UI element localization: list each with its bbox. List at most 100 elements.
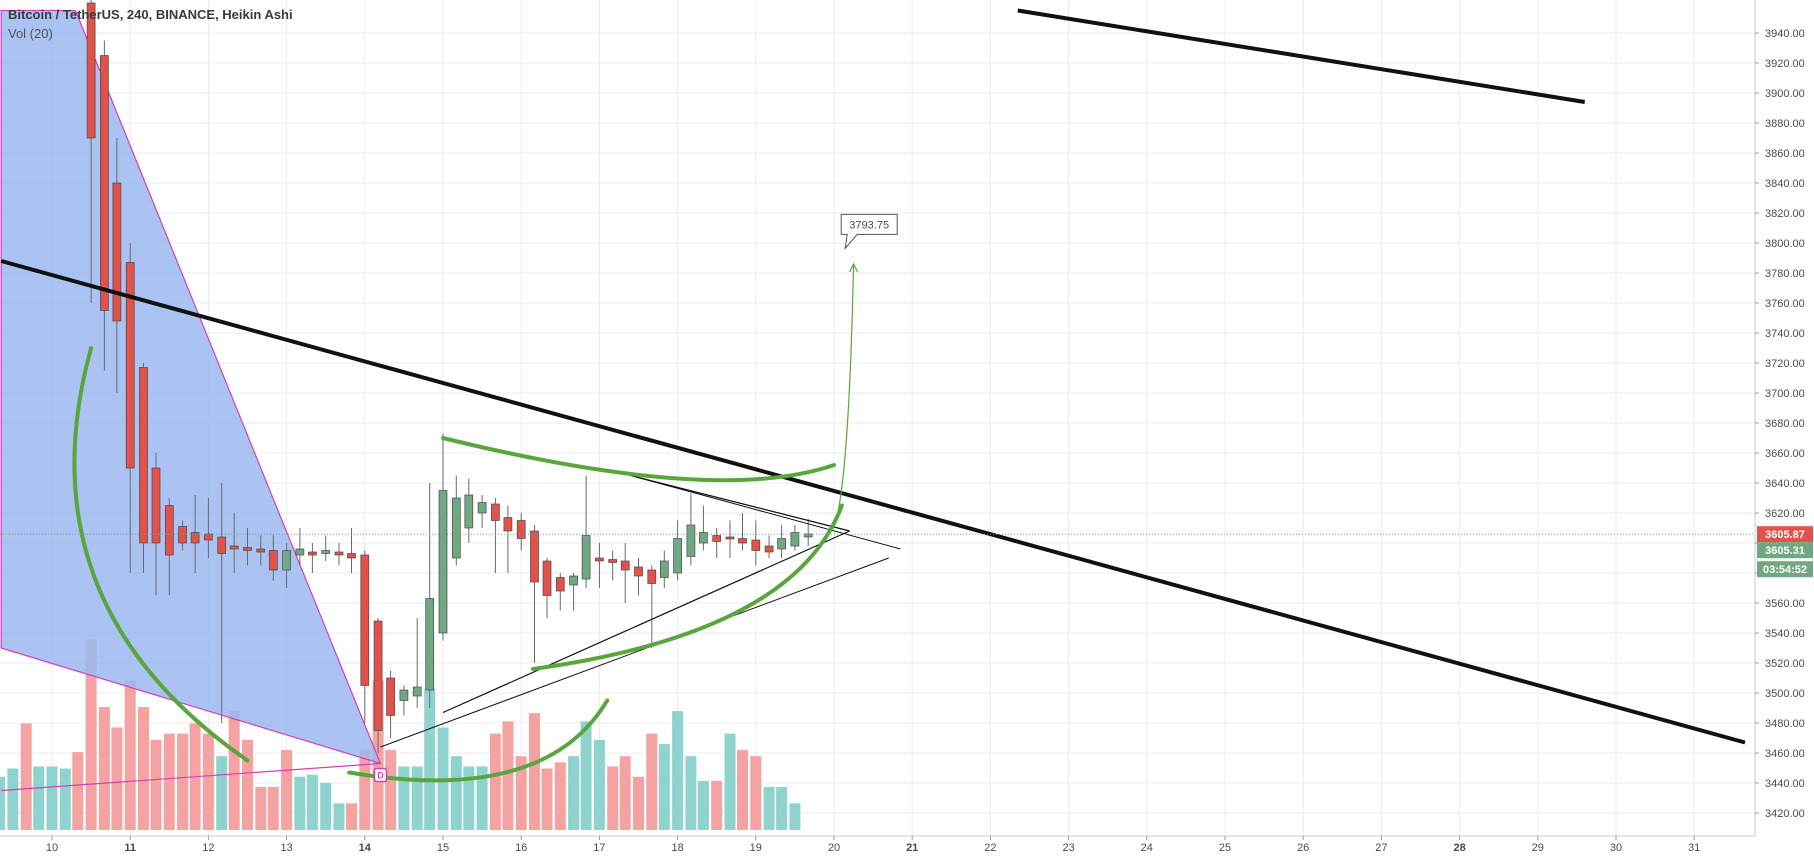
volume-bar xyxy=(724,733,736,830)
volume-bar xyxy=(424,688,436,830)
volume-bar xyxy=(763,786,775,830)
volume-bar xyxy=(294,776,306,830)
target-price-label: 3793.75 xyxy=(849,219,889,231)
candle-down xyxy=(386,677,395,716)
price-tick-label: 3560.00 xyxy=(1765,598,1805,610)
volume-bar xyxy=(528,713,540,830)
price-tick-label: 3480.00 xyxy=(1765,718,1805,730)
time-tick-label: 20 xyxy=(828,842,840,854)
countdown-badge-bg xyxy=(1757,561,1813,578)
volume-bar xyxy=(502,721,514,830)
volume-bar xyxy=(242,739,253,830)
volume-bar xyxy=(463,766,475,830)
price-tick-label: 3440.00 xyxy=(1765,778,1805,790)
candle-up xyxy=(569,575,578,586)
candle-up xyxy=(438,490,448,634)
volume-bar xyxy=(98,707,110,830)
price-tick-label: 3880.00 xyxy=(1765,118,1805,130)
candle-down xyxy=(256,548,266,553)
volume-layer xyxy=(0,639,801,830)
volume-bar xyxy=(607,766,619,830)
candle-down xyxy=(647,569,657,584)
volume-indicator-label[interactable]: Vol (20) xyxy=(8,26,53,41)
candle-up xyxy=(321,550,331,554)
volume-bar xyxy=(711,780,723,830)
candle-down xyxy=(190,532,200,544)
candle-down xyxy=(725,536,735,540)
grid-layer xyxy=(0,0,1755,836)
last-price-badge: 3605.87 xyxy=(1765,529,1805,541)
volume-bar xyxy=(346,803,358,830)
time-tick-label: 15 xyxy=(437,842,449,854)
candle-up xyxy=(477,502,487,514)
time-tick-label: 12 xyxy=(202,842,214,854)
candle-down xyxy=(164,505,174,556)
price-tick-label: 3920.00 xyxy=(1765,58,1805,70)
volume-bar xyxy=(737,750,749,830)
volume-bar xyxy=(163,733,175,830)
wedge-lower-line xyxy=(1,762,381,792)
volume-bar xyxy=(789,803,801,830)
candle-down xyxy=(491,503,500,521)
drawing-layer[interactable]: 3793.75 D xyxy=(0,8,1755,783)
green-arc-top xyxy=(441,436,836,483)
candle-up xyxy=(581,535,591,580)
triangle-lower-line xyxy=(442,530,850,714)
price-tick-label: 3420.00 xyxy=(1765,808,1805,820)
volume-bar xyxy=(593,739,605,830)
volume-bar xyxy=(619,756,631,830)
volume-bar xyxy=(7,768,19,830)
candle-down xyxy=(204,533,213,541)
time-tick-label: 24 xyxy=(1141,842,1153,854)
time-tick-label: 25 xyxy=(1219,842,1231,854)
event-marker xyxy=(373,767,388,783)
volume-bar xyxy=(450,756,462,830)
triangle-upper-line xyxy=(630,474,850,532)
candle-down xyxy=(243,547,252,551)
volume-bar xyxy=(633,776,644,830)
projection-arrow xyxy=(837,263,855,514)
candle-up xyxy=(686,524,696,557)
price-tick-label: 3800.00 xyxy=(1765,238,1805,250)
volume-bar xyxy=(72,752,84,830)
channel-lower-line xyxy=(380,557,889,748)
time-tick-label: 30 xyxy=(1610,842,1622,854)
time-tick-label: 21 xyxy=(906,842,918,854)
price-tick-label: 3760.00 xyxy=(1765,298,1805,310)
price-tick-label: 3900.00 xyxy=(1765,88,1805,100)
candle-down xyxy=(217,536,227,554)
time-tick-label: 22 xyxy=(984,842,996,854)
candle-down xyxy=(347,553,356,559)
volume-bar xyxy=(111,727,123,830)
time-tick-label: 11 xyxy=(124,842,136,854)
volume-bar xyxy=(411,766,423,830)
time-tick-label: 10 xyxy=(46,842,58,854)
volume-bar xyxy=(580,721,592,830)
green-arc-right xyxy=(530,503,844,671)
volume-bar xyxy=(255,786,267,830)
close-price-badge: 3605.31 xyxy=(1765,545,1805,557)
volume-bar xyxy=(267,786,279,830)
close-price-badge-bg xyxy=(1757,542,1813,559)
price-axis-panel xyxy=(1755,0,1814,836)
volume-bar xyxy=(216,756,228,830)
volume-bar xyxy=(202,733,214,830)
candle-down xyxy=(595,557,604,562)
volume-bar xyxy=(137,707,149,830)
volume-bar xyxy=(646,733,658,830)
candle-up xyxy=(659,560,669,578)
price-tick-label: 3460.00 xyxy=(1765,748,1805,760)
wedge-layer[interactable] xyxy=(0,9,382,792)
volume-bar xyxy=(228,711,240,830)
candle-up xyxy=(399,689,409,701)
price-tick-label: 3500.00 xyxy=(1765,688,1805,700)
candle-down xyxy=(139,367,148,544)
candle-down xyxy=(373,620,383,731)
time-tick-label: 26 xyxy=(1297,842,1309,854)
candle-up xyxy=(464,494,474,529)
volume-bar xyxy=(85,639,97,830)
candle-down xyxy=(151,467,161,544)
candle-down xyxy=(530,530,539,583)
